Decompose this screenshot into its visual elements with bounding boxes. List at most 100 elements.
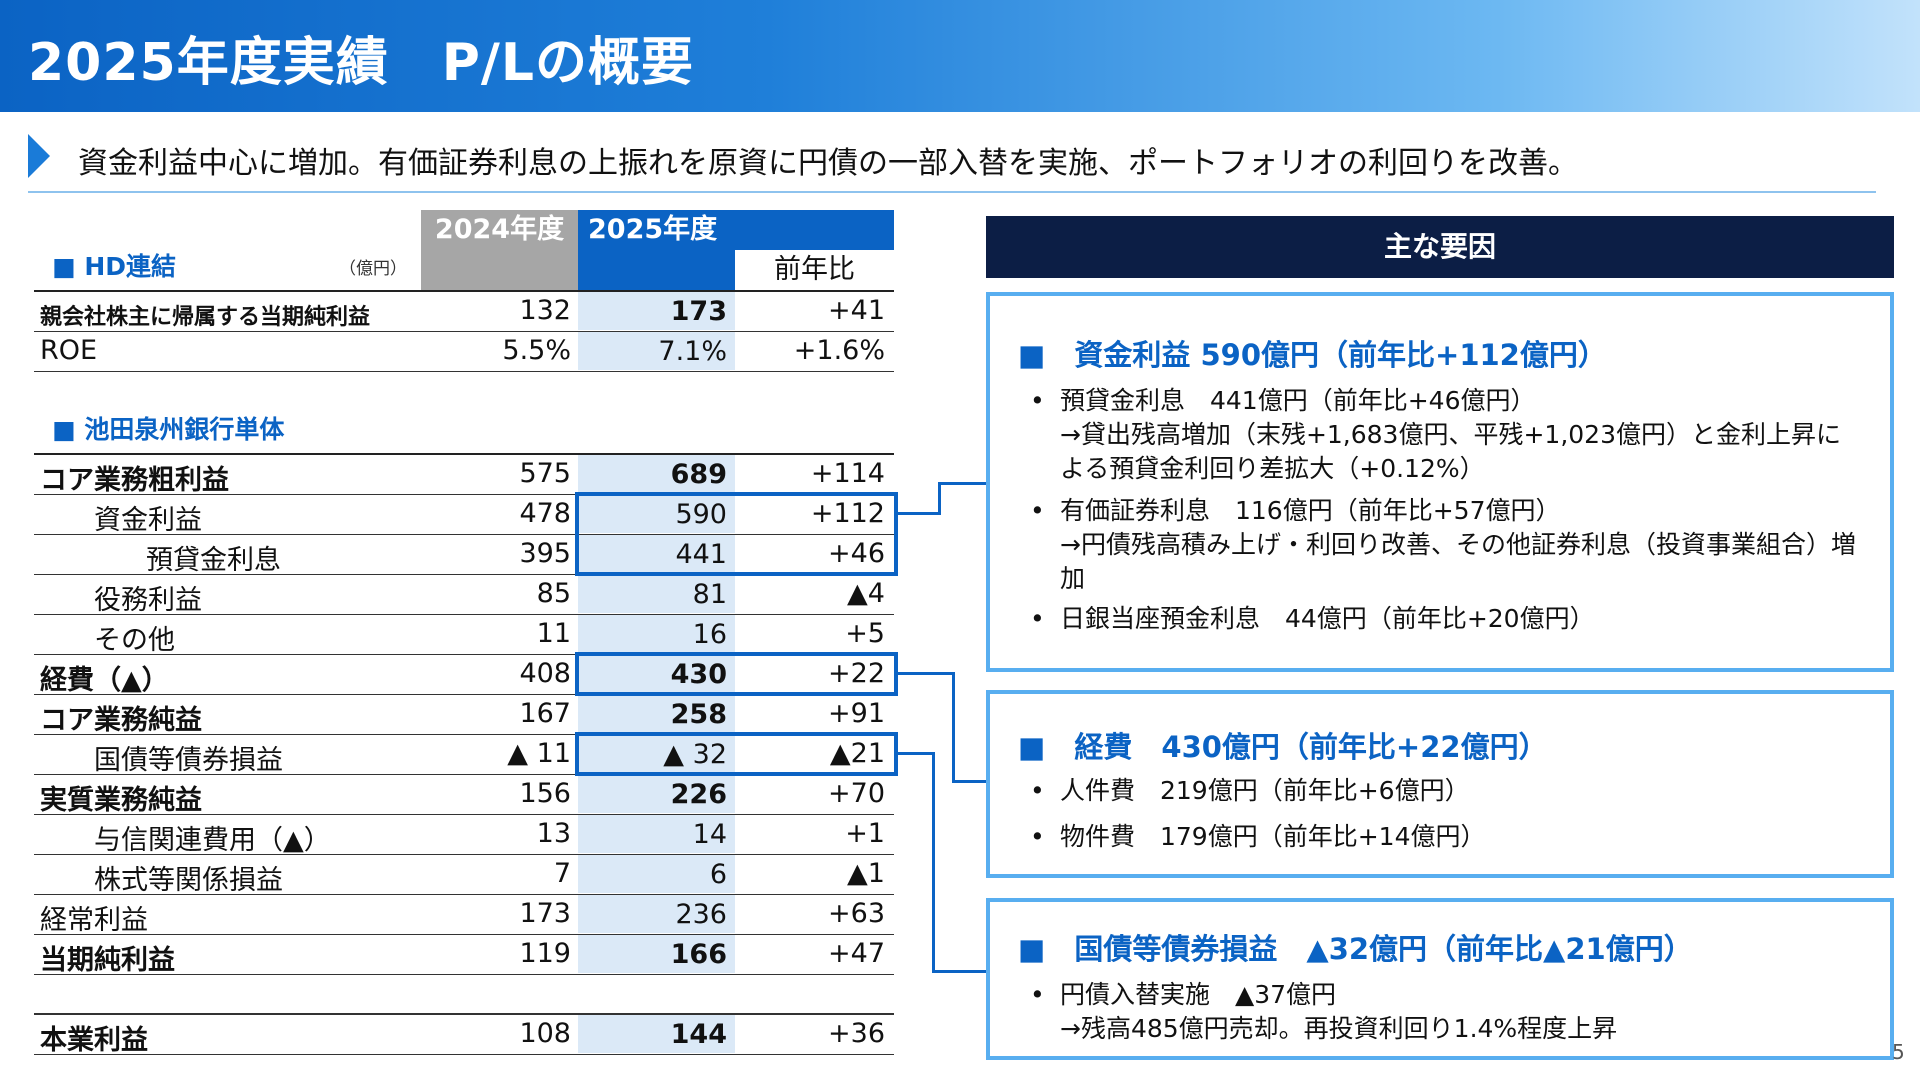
bullet-item: • 日銀当座預金利息 44億円（前年比+20億円） [1030,602,1860,636]
connector-line [898,752,934,755]
connector-line [938,482,941,515]
column-header-2024-fill [421,250,578,290]
table-row: 経費（▲） 408 430 +22 [34,655,894,696]
table-row: 本業利益 108 144 +36 [34,1015,894,1056]
bullet-item: • 有価証券利息 116億円（前年比+57億円） →円債残高積み上げ・利回り改善… [1030,494,1860,596]
bullet-text: 有価証券利息 116億円（前年比+57億円） →円債残高積み上げ・利回り改善、そ… [1060,496,1856,593]
bullet-dot-icon: • [1030,604,1045,633]
table-row: 国債等債券損益 ▲ 11 ▲ 32 ▲21 [34,735,894,776]
bullet-text: 人件費 219億円（前年比+6億円） [1060,776,1470,805]
table-row: 当期純利益 119 166 +47 [34,935,894,976]
value-2024: 13 [536,818,571,849]
value-2025: 430 [578,655,735,693]
table-row: コア業務粗利益 575 689 +114 [34,455,894,496]
value-2024: 167 [519,698,571,729]
factor-box-fund-income: ■ 資金利益 590億円（前年比+112億円） • 預貸金利息 441億円（前年… [986,292,1894,672]
connector-line [898,512,940,515]
connector-line [938,482,988,485]
value-yoy: ▲4 [847,578,885,609]
factor-box-bond-gains: ■ 国債等債券損益 ▲32億円（前年比▲21億円） • 円債入替実施 ▲37億円… [986,898,1894,1060]
divider [28,191,1876,193]
table-row: 与信関連費用（▲） 13 14 +1 [34,815,894,856]
section-rule [34,453,894,455]
page-number: 5 [1892,1040,1905,1064]
row-label: ROE [40,335,98,366]
table-row: 株式等関係損益 7 6 ▲1 [34,855,894,896]
row-label: 経常利益 [40,905,148,936]
factor-box-expenses: ■ 経費 430億円（前年比+22億円） • 人件費 219億円（前年比+6億円… [986,690,1894,878]
value-2024: 132 [519,295,571,326]
value-2025: 81 [578,575,735,613]
bullet-item: • 預貸金利息 441億円（前年比+46億円） →貸出残高増加（末残+1,683… [1030,384,1860,486]
row-label: 与信関連費用（▲） [94,825,331,856]
row-label: 親会社株主に帰属する当期純利益 [40,305,371,330]
value-2025: 590 [578,495,735,533]
page-header: 2025年度実績 P/Lの概要 [0,0,1920,112]
factors-heading: 主な要因 [986,216,1894,278]
bullet-item: • 円債入替実施 ▲37億円 →残高485億円売却。再投資利回り1.4%程度上昇 [1030,978,1860,1046]
row-label: 株式等関係損益 [94,865,283,896]
row-label: 実質業務純益 [40,785,202,816]
value-2024: 156 [519,778,571,809]
section-title-bank: ■ 池田泉州銀行単体 [52,415,285,444]
section-rule [34,1013,894,1015]
highlight-box-expenses [575,652,898,696]
value-yoy: +46 [828,538,885,569]
column-header-2024: 2024年度 [421,210,578,250]
value-yoy: +1.6% [793,335,885,366]
row-label: 資金利益 [94,505,202,536]
highlight-box-fund-income [575,492,898,576]
table-row: 預貸金利息 395 441 +46 [34,535,894,576]
bullet-dot-icon: • [1030,386,1045,415]
connector-line [898,672,954,675]
value-2025: ▲ 32 [578,735,735,773]
value-2025: 258 [578,695,735,733]
highlight-box-bond-gains [575,732,898,776]
value-2024: 85 [536,578,571,609]
column-header-yoy: 前年比 [774,254,855,285]
value-2024: 5.5% [502,335,571,366]
table-row: その他 11 16 +5 [34,615,894,656]
value-yoy: +70 [828,778,885,809]
section-title-hd: ■ HD連結 [52,252,176,281]
bullet-dot-icon: • [1030,496,1045,525]
pl-table: 2024年度 2025年度 前年比 ■ HD連結 （億円） 親会社株主に帰属する… [34,210,898,1060]
value-yoy: +47 [828,938,885,969]
value-yoy: +36 [828,1018,885,1049]
value-yoy: +63 [828,898,885,929]
bullet-text: 円債入替実施 ▲37億円 →残高485億円売却。再投資利回り1.4%程度上昇 [1060,980,1618,1043]
row-label: 預貸金利息 [146,545,281,576]
row-label: 本業利益 [40,1025,148,1056]
column-header-2025-fill [578,250,735,290]
row-label: 当期純利益 [40,945,175,976]
triangle-bullet-icon [28,134,50,178]
header-rule [34,290,894,292]
connector-line [932,752,935,972]
value-2024: 575 [519,458,571,489]
table-row: ROE 5.5% 7.1% +1.6% [34,332,894,372]
unit-label: （億円） [339,259,407,279]
value-2025: 689 [578,455,735,493]
bullet-item: • 物件費 179億円（前年比+14億円） [1030,820,1860,854]
value-2024: ▲ 11 [507,738,571,769]
row-label: コア業務純益 [40,705,202,736]
value-2025: 14 [578,815,735,853]
table-row: コア業務純益 167 258 +91 [34,695,894,736]
value-2024: 395 [519,538,571,569]
bullet-dot-icon: • [1030,776,1045,805]
row-label: 経費（▲） [40,665,169,696]
factor-title: ■ 経費 430億円（前年比+22億円） [1018,730,1548,764]
bullet-dot-icon: • [1030,822,1045,851]
value-2024: 11 [536,618,571,649]
table-row: 親会社株主に帰属する当期純利益 132 173 +41 [34,292,894,332]
column-header-2025: 2025年度 [578,210,894,250]
value-2025: 166 [578,935,735,973]
value-2025: 226 [578,775,735,813]
table-row: 役務利益 85 81 ▲4 [34,575,894,616]
value-2024: 7 [553,858,571,889]
bullet-text: 預貸金利息 441億円（前年比+46億円） →貸出残高増加（末残+1,683億円… [1060,386,1841,483]
factor-title: ■ 国債等債券損益 ▲32億円（前年比▲21億円） [1018,932,1693,966]
value-2024: 408 [519,658,571,689]
value-2024: 173 [519,898,571,929]
value-2025: 6 [578,855,735,893]
